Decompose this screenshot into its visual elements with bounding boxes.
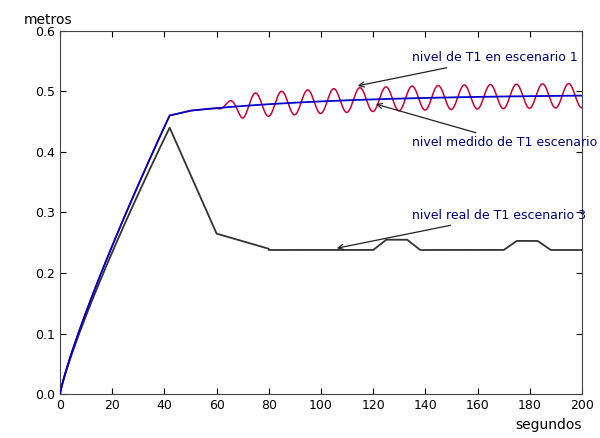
- Text: nivel real de T1 escenario 3: nivel real de T1 escenario 3: [338, 209, 586, 249]
- Text: nivel medido de T1 escenario 3: nivel medido de T1 escenario 3: [377, 103, 600, 149]
- Y-axis label: metros: metros: [23, 13, 72, 27]
- X-axis label: segundos: segundos: [515, 417, 582, 431]
- Text: nivel de T1 en escenario 1: nivel de T1 en escenario 1: [359, 51, 578, 87]
